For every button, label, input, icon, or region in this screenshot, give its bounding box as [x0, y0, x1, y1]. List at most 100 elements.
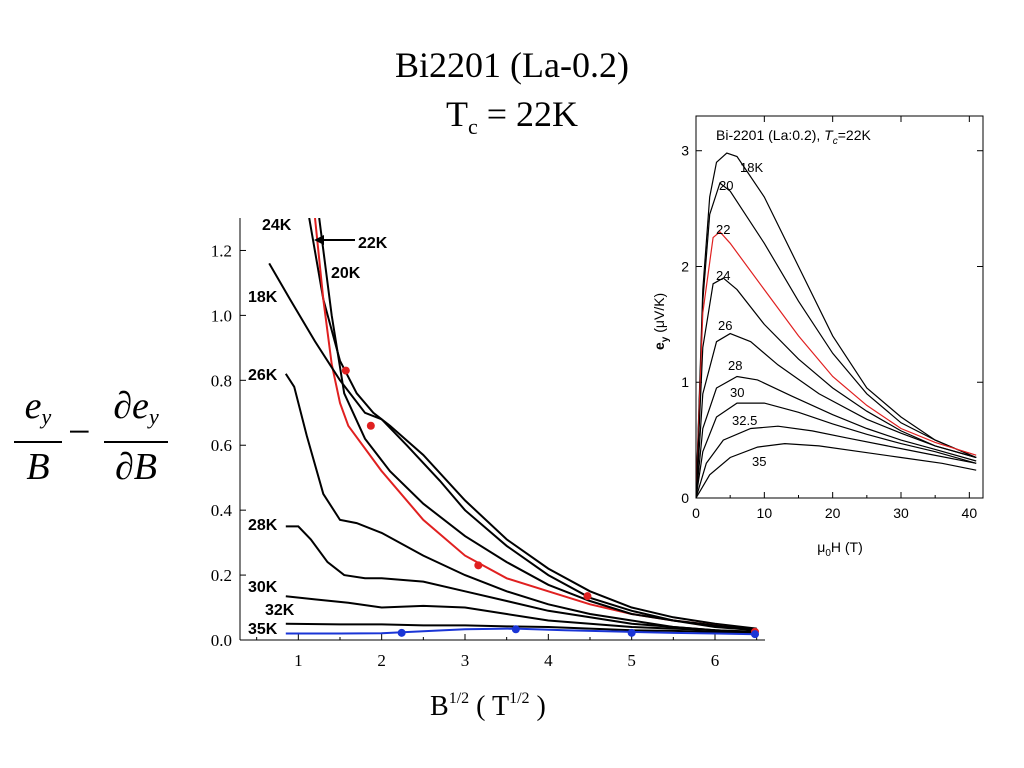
title-line2-sub: c — [467, 114, 478, 139]
inset-y-tick-label: 0 — [681, 490, 689, 506]
inset-y-tick-label: 2 — [681, 258, 689, 274]
inset-series-label-30: 30 — [730, 385, 744, 400]
formula-fraction-1: ey B — [14, 384, 62, 489]
series-line-18k — [268, 262, 757, 632]
inset-series-group — [696, 152, 977, 498]
main-y-tick-label: 0.8 — [211, 371, 232, 390]
inset-x-tick-label: 40 — [962, 505, 978, 521]
series-label-22k: 22K — [358, 235, 388, 252]
main-y-tick-label: 0.2 — [211, 566, 232, 585]
formula-num2-sub: y — [148, 404, 159, 429]
formula-bar2 — [104, 441, 168, 443]
inset-series-line-22 — [696, 230, 977, 498]
formula-den2: ∂B — [115, 446, 157, 488]
main-x-tick-label: 3 — [461, 651, 470, 670]
main-xlabel-base: B — [430, 691, 449, 722]
inset-title-sub: c — [833, 136, 838, 147]
inset-title-t: T — [824, 127, 834, 143]
inset-series-label-22: 22 — [716, 222, 730, 237]
inset-xlabel-sub: 0 — [825, 548, 831, 559]
data-point-marker — [627, 628, 636, 637]
formula-num1: ey — [14, 384, 62, 439]
data-point-marker — [511, 625, 520, 634]
label-arrow-head-22k — [314, 235, 324, 245]
series-label-18k: 18K — [248, 289, 278, 306]
inset-series-line-35 — [696, 442, 977, 498]
inset-y-tick-label: 1 — [681, 374, 689, 390]
page-title: Bi2201 (La-0.2) — [0, 44, 1024, 86]
inset-series-line-28 — [696, 375, 977, 498]
main-x-tick-label: 6 — [711, 651, 720, 670]
inset-series-label-18k: 18K — [740, 160, 763, 175]
inset-x-tick-label: 0 — [692, 505, 700, 521]
inset-series-label-35: 35 — [752, 454, 766, 469]
data-point-marker — [366, 421, 375, 430]
main-xlabel-unit-post: ) — [529, 691, 546, 722]
inset-series-line-26 — [696, 332, 977, 498]
formula-num2-text: ∂e — [113, 385, 149, 427]
inset-y-axis-label: ey (μV/K) — [651, 293, 671, 350]
inset-series-line-30 — [696, 402, 977, 498]
inset-series-label-28: 28 — [728, 358, 742, 373]
inset-series-label-26: 26 — [718, 318, 732, 333]
formula-num2: ∂ey — [104, 384, 168, 439]
series-line-28k — [285, 525, 757, 633]
main-series-group — [268, 218, 757, 636]
inset-x-tick-label: 30 — [893, 505, 909, 521]
inset-series-line-32-5 — [696, 425, 977, 498]
inset-x-axis-label: μ0H (T) — [817, 539, 863, 559]
data-point-marker — [341, 366, 350, 375]
data-point-marker — [397, 628, 406, 637]
series-label-28k: 28K — [248, 517, 278, 534]
main-xlabel-unit-pre: ( T — [469, 691, 510, 722]
data-point-marker — [474, 561, 483, 570]
inset-series-line-24 — [696, 277, 977, 498]
inset-x-tick-label: 10 — [757, 505, 773, 521]
data-point-marker — [583, 592, 592, 601]
title-line2-suffix: = 22K — [477, 94, 579, 134]
main-x-tick-label: 1 — [294, 651, 303, 670]
series-line-26k — [284, 373, 757, 633]
series-label-26k: 26K — [248, 367, 278, 384]
inset-x-tick-label: 20 — [825, 505, 841, 521]
formula-fraction-2: ∂ey ∂B — [104, 384, 168, 489]
series-label-32k: 32K — [265, 602, 295, 619]
series-label-24k: 24K — [262, 217, 292, 234]
inset-title-prefix: Bi-2201 (La:0.2), — [716, 127, 824, 143]
inset-series-label-20: 20 — [719, 178, 733, 193]
main-y-tick-label: 0.4 — [211, 501, 233, 520]
main-xlabel-unit-sup: 1/2 — [509, 690, 530, 707]
formula-num1-text: e — [24, 385, 42, 427]
series-label-20k: 20K — [331, 265, 361, 282]
inset-series-line-20 — [696, 182, 977, 498]
inset-series-label-32-5: 32.5 — [732, 413, 757, 428]
series-line-30k — [285, 595, 757, 634]
inset-ylabel-post: (μV/K) — [651, 293, 667, 337]
series-label-35k: 35K — [248, 621, 278, 638]
series-label-30k: 30K — [248, 579, 278, 596]
main-xlabel-sup: 1/2 — [448, 690, 470, 707]
inset-xlabel-pre: μ — [817, 539, 825, 555]
main-x-tick-label: 2 — [377, 651, 386, 670]
inset-series-label-24: 24 — [716, 268, 730, 283]
main-y-tick-label: 0.6 — [211, 436, 232, 455]
main-y-tick-label: 1.0 — [211, 306, 232, 325]
formula-den1: B — [26, 446, 50, 488]
title-line2-prefix: T — [445, 94, 468, 134]
inset-xlabel-post: H (T) — [831, 539, 863, 555]
inset-ylabel-sub: y — [660, 336, 671, 342]
main-y-tick-label: 0.0 — [211, 631, 232, 650]
inset-title-suffix: =22K — [838, 127, 872, 143]
inset-ylabel-pre: e — [651, 342, 667, 350]
formula-bar1 — [14, 441, 62, 443]
series-line-32k — [285, 622, 757, 635]
formula-operator: − — [68, 409, 91, 454]
title-line1: Bi2201 (La-0.2) — [395, 45, 629, 85]
inset-title: Bi-2201 (La:0.2), Tc=22K — [716, 127, 871, 147]
page-subtitle: Tc = 22K — [0, 93, 1024, 148]
main-x-tick-label: 5 — [627, 651, 636, 670]
formula-num1-sub: y — [41, 404, 52, 429]
data-point-marker — [751, 630, 759, 639]
